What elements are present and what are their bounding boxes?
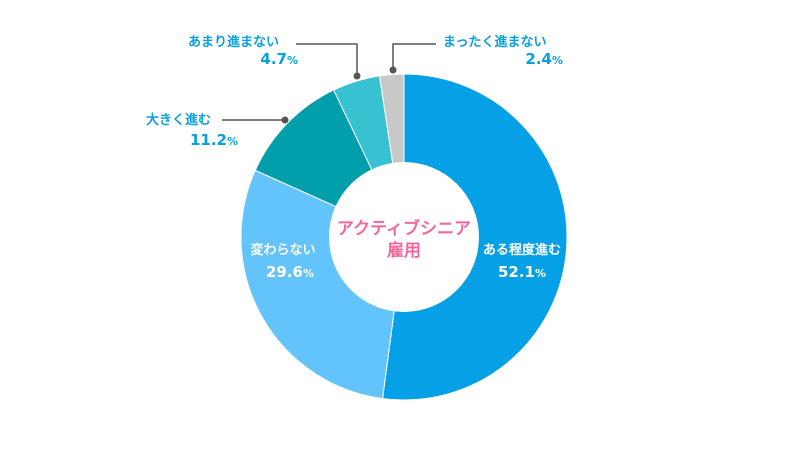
leader-dot-3 [353,72,361,80]
slice-label-0: ある程度進む [483,242,561,258]
leader-line-4 [392,43,436,70]
slice-value-0: 52.1% [498,263,546,281]
slice-label-3: あまり進まない [188,34,279,50]
center-label-line2: 雇用 [387,240,421,261]
donut-hole [329,162,479,312]
leader-dot-4 [389,66,397,74]
slice-value-1: 29.6% [266,263,314,281]
slice-value-4: 2.4% [525,50,563,68]
slice-value-3: 4.7% [260,50,298,68]
slice-label-1: 変わらない [250,242,315,258]
slice-label-4: まったく進まない [443,34,546,50]
slice-value-2: 11.2% [190,131,238,149]
center-label-line1: アクティブシニア [337,218,471,239]
leader-dot-2 [281,116,289,124]
slice-label-2: 大きく進む [146,112,211,128]
leader-line-3 [296,43,358,76]
